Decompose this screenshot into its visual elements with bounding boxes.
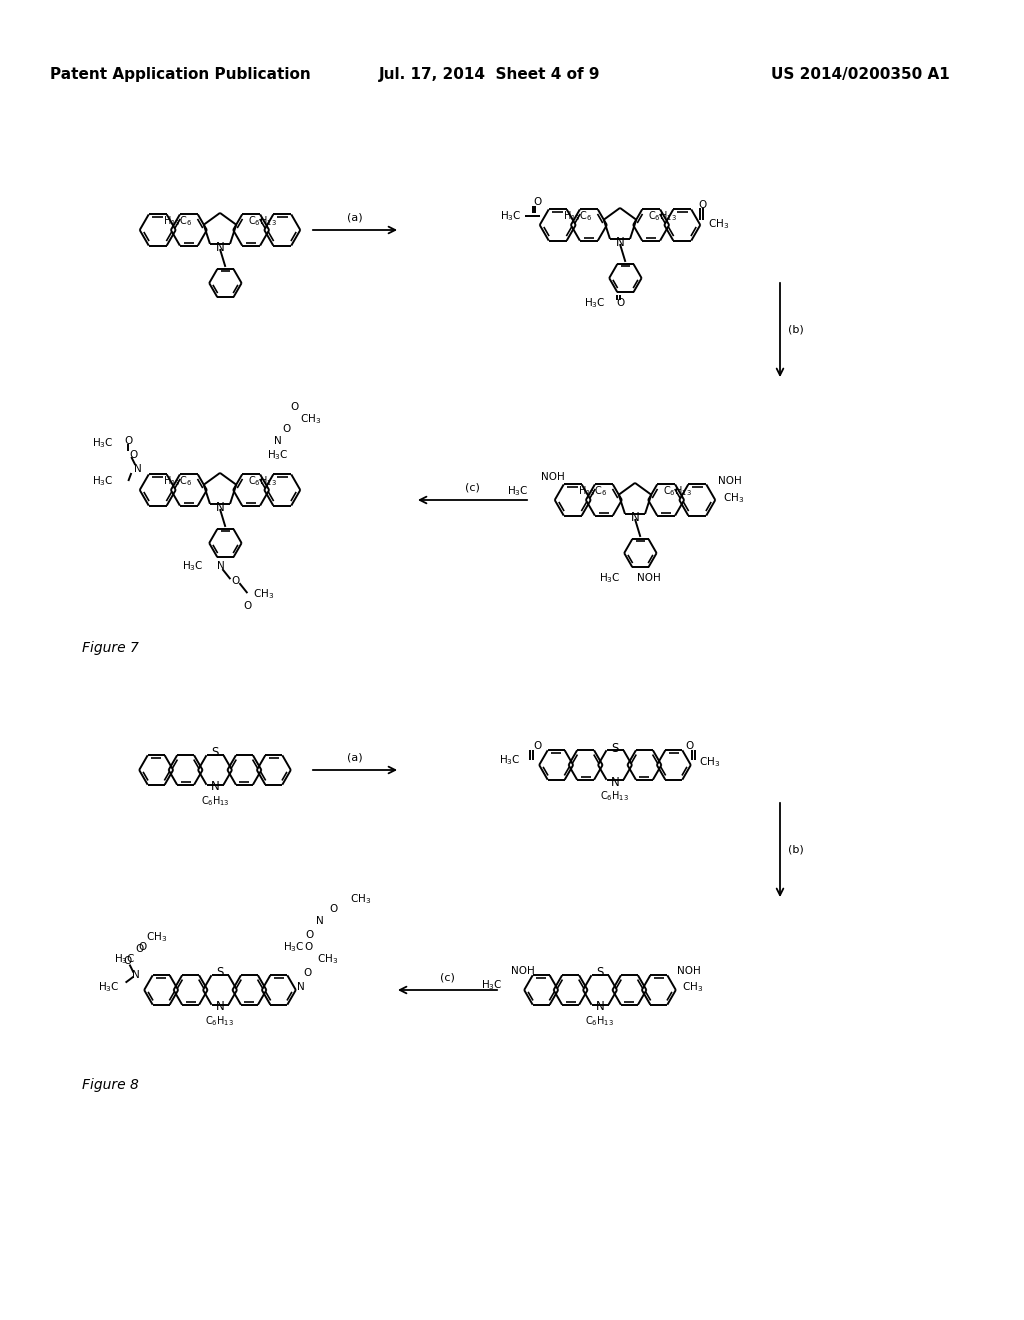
Text: N: N xyxy=(610,776,620,788)
Text: H$_{13}$C$_6$: H$_{13}$C$_6$ xyxy=(578,484,607,498)
Text: CH$_3$: CH$_3$ xyxy=(724,491,744,504)
Text: N: N xyxy=(134,465,142,474)
Text: O: O xyxy=(138,942,146,953)
Text: NOH: NOH xyxy=(678,966,701,975)
Text: O: O xyxy=(534,197,542,207)
Text: N: N xyxy=(216,561,224,572)
Text: O: O xyxy=(231,576,240,586)
Text: S: S xyxy=(611,742,618,755)
Text: O: O xyxy=(135,944,143,953)
Text: H$_3$C: H$_3$C xyxy=(98,979,120,994)
Text: O: O xyxy=(282,424,290,434)
Text: C$_6$H$_{13}$: C$_6$H$_{13}$ xyxy=(600,789,630,803)
Text: CH$_3$: CH$_3$ xyxy=(300,412,322,426)
Text: S: S xyxy=(211,747,219,759)
Text: CH$_3$: CH$_3$ xyxy=(699,755,721,768)
Text: O: O xyxy=(330,904,338,915)
Text: S: S xyxy=(216,966,223,979)
Text: N: N xyxy=(596,1001,604,1014)
Text: C$_6$H$_{13}$: C$_6$H$_{13}$ xyxy=(586,1014,614,1028)
Text: CH$_3$: CH$_3$ xyxy=(317,952,339,966)
Text: N: N xyxy=(274,436,282,446)
Text: CH$_3$: CH$_3$ xyxy=(350,892,372,907)
Text: N: N xyxy=(615,235,625,248)
Text: H$_3$C: H$_3$C xyxy=(507,484,528,498)
Text: CH$_3$: CH$_3$ xyxy=(253,587,274,601)
Text: NOH: NOH xyxy=(719,475,742,486)
Text: O: O xyxy=(698,199,707,210)
Text: H$_{13}$C$_6$: H$_{13}$C$_6$ xyxy=(163,474,193,488)
Text: H$_3$C: H$_3$C xyxy=(92,436,114,450)
Text: N: N xyxy=(211,780,219,793)
Text: N: N xyxy=(631,511,639,524)
Text: H$_3$C: H$_3$C xyxy=(92,474,114,488)
Text: N: N xyxy=(216,1001,224,1014)
Text: (a): (a) xyxy=(347,752,362,763)
Text: H$_3$C: H$_3$C xyxy=(500,209,521,223)
Text: (c): (c) xyxy=(465,483,480,492)
Text: O: O xyxy=(616,298,625,308)
Text: N: N xyxy=(132,970,139,979)
Text: N: N xyxy=(316,916,324,927)
Text: O: O xyxy=(129,450,137,459)
Text: CH$_3$: CH$_3$ xyxy=(145,929,167,944)
Text: Patent Application Publication: Patent Application Publication xyxy=(49,67,310,82)
Text: CH$_3$: CH$_3$ xyxy=(709,218,729,231)
Text: O: O xyxy=(306,931,314,940)
Text: NOH: NOH xyxy=(542,473,565,482)
Text: H$_{13}$C$_6$: H$_{13}$C$_6$ xyxy=(563,209,592,223)
Text: (a): (a) xyxy=(347,213,362,223)
Text: Figure 8: Figure 8 xyxy=(82,1078,139,1092)
Text: H$_3$C: H$_3$C xyxy=(481,978,503,991)
Text: H$_3$C: H$_3$C xyxy=(599,572,621,585)
Text: O: O xyxy=(124,436,132,446)
Text: N: N xyxy=(297,982,305,991)
Text: H$_3$C: H$_3$C xyxy=(182,560,204,573)
Text: O: O xyxy=(244,601,252,611)
Text: CH$_3$: CH$_3$ xyxy=(682,979,703,994)
Text: H$_3$C: H$_3$C xyxy=(114,953,135,966)
Text: N: N xyxy=(216,240,224,253)
Text: O: O xyxy=(304,942,312,952)
Text: O: O xyxy=(534,741,542,751)
Text: H$_3$C: H$_3$C xyxy=(499,752,520,767)
Text: H$_3$C: H$_3$C xyxy=(284,941,305,954)
Text: Jul. 17, 2014  Sheet 4 of 9: Jul. 17, 2014 Sheet 4 of 9 xyxy=(379,67,601,82)
Text: O: O xyxy=(685,741,693,751)
Text: O: O xyxy=(124,956,132,966)
Text: O: O xyxy=(303,968,311,978)
Text: S: S xyxy=(596,966,604,979)
Text: C$_6$H$_{1\!3}$: C$_6$H$_{1\!3}$ xyxy=(201,795,229,808)
Text: H$_{13}$C$_6$: H$_{13}$C$_6$ xyxy=(163,214,193,228)
Text: (b): (b) xyxy=(788,325,804,335)
Text: N: N xyxy=(216,500,224,513)
Text: C$_6$H$_{13}$: C$_6$H$_{13}$ xyxy=(206,1014,234,1028)
Text: C$_6$H$_{13}$: C$_6$H$_{13}$ xyxy=(248,214,278,228)
Text: H$_3$C: H$_3$C xyxy=(584,296,605,310)
Text: C$_6$H$_{13}$: C$_6$H$_{13}$ xyxy=(248,474,278,488)
Text: O: O xyxy=(290,403,298,412)
Text: Figure 7: Figure 7 xyxy=(82,642,139,655)
Text: H$_3$C: H$_3$C xyxy=(267,447,289,462)
Text: US 2014/0200350 A1: US 2014/0200350 A1 xyxy=(771,67,949,82)
Text: NOH: NOH xyxy=(637,573,662,583)
Text: C$_6$H$_{13}$: C$_6$H$_{13}$ xyxy=(663,484,692,498)
Text: C$_6$H$_{13}$: C$_6$H$_{13}$ xyxy=(648,209,677,223)
Text: NOH: NOH xyxy=(511,966,535,975)
Text: (c): (c) xyxy=(440,973,455,983)
Text: (b): (b) xyxy=(788,845,804,855)
